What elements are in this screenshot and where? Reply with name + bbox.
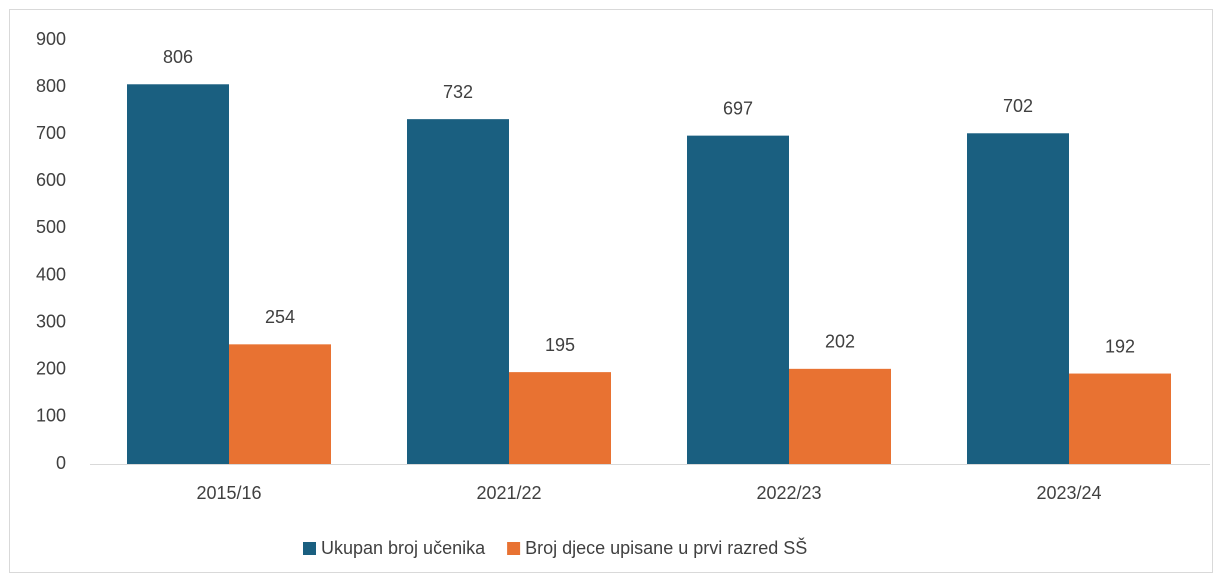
- y-tick-label: 200: [36, 359, 66, 379]
- y-tick-label: 700: [36, 123, 66, 143]
- bar: [789, 368, 891, 464]
- data-label: 702: [1003, 96, 1033, 116]
- data-label: 806: [163, 47, 193, 67]
- bar: [127, 84, 229, 464]
- bar: [687, 135, 789, 464]
- data-label: 697: [723, 98, 753, 118]
- bar: [509, 372, 611, 464]
- y-tick-label: 900: [36, 29, 66, 49]
- legend-swatch: [507, 542, 521, 555]
- bar: [1069, 373, 1171, 464]
- x-tick-label: 2021/22: [476, 483, 541, 503]
- y-tick-label: 300: [36, 311, 66, 331]
- legend-swatch: [303, 542, 316, 555]
- y-tick-label: 600: [36, 170, 66, 190]
- legend-label: Ukupan broj učenika: [321, 538, 486, 558]
- bar: [229, 344, 331, 464]
- y-tick-label: 400: [36, 264, 66, 284]
- x-tick-label: 2015/16: [196, 483, 261, 503]
- data-label: 732: [443, 82, 473, 102]
- y-tick-label: 800: [36, 76, 66, 96]
- legend-label: Broj djece upisane u prvi razred SŠ: [525, 537, 807, 558]
- data-label: 195: [545, 335, 575, 355]
- data-label: 254: [265, 307, 295, 327]
- x-tick-label: 2023/24: [1036, 483, 1101, 503]
- y-tick-label: 0: [56, 453, 66, 473]
- bar: [967, 133, 1069, 464]
- y-tick-label: 100: [36, 406, 66, 426]
- data-label: 202: [825, 332, 855, 352]
- bar: [407, 119, 509, 464]
- y-tick-label: 500: [36, 217, 66, 237]
- x-tick-label: 2022/23: [756, 483, 821, 503]
- data-label: 192: [1105, 336, 1135, 356]
